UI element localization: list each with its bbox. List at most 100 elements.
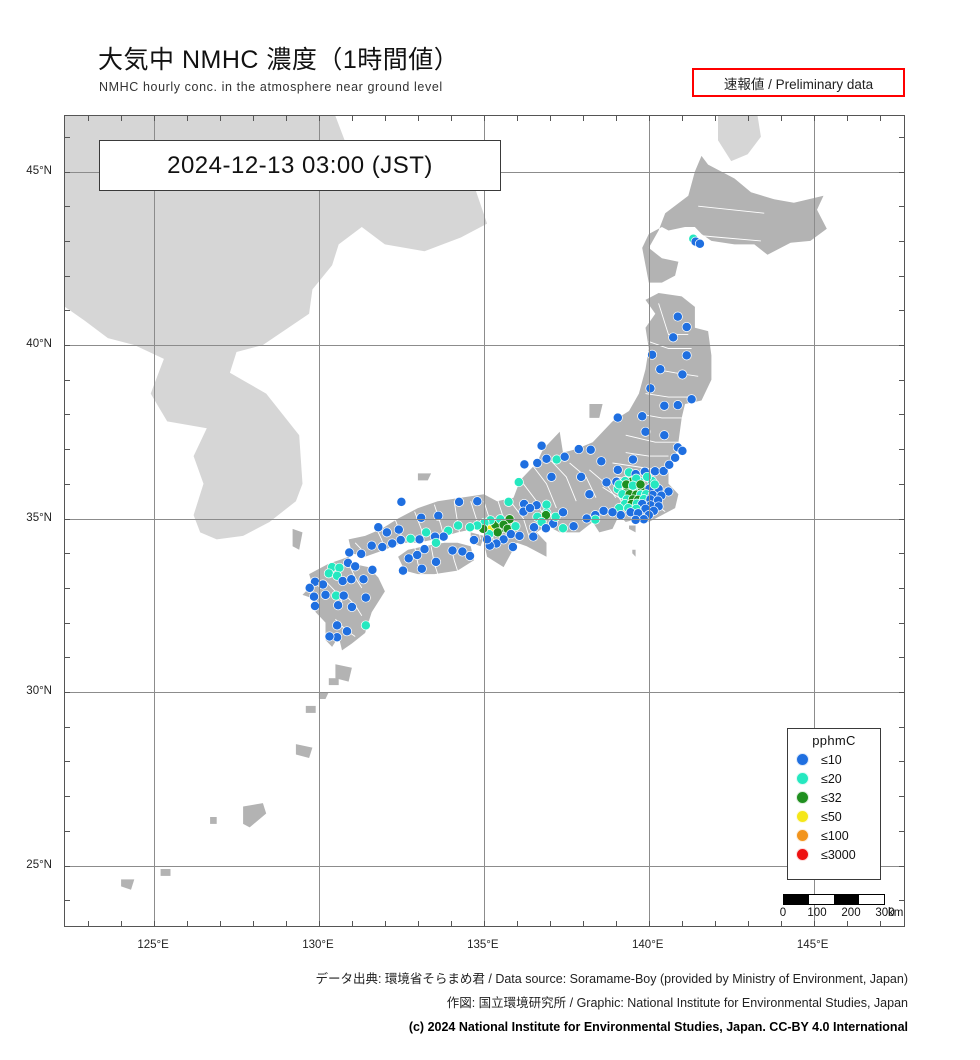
station-dot[interactable] bbox=[419, 544, 430, 555]
station-dot[interactable] bbox=[630, 514, 641, 525]
station-dot[interactable] bbox=[528, 531, 539, 542]
station-dot[interactable] bbox=[510, 521, 521, 532]
station-dot[interactable] bbox=[607, 507, 618, 518]
station-dot[interactable] bbox=[360, 592, 371, 603]
station-dot[interactable] bbox=[514, 530, 525, 541]
station-dot[interactable] bbox=[344, 547, 355, 558]
station-dot[interactable] bbox=[433, 510, 444, 521]
station-dot[interactable] bbox=[568, 521, 579, 532]
station-dot[interactable] bbox=[536, 440, 547, 451]
station-dot[interactable] bbox=[414, 534, 425, 545]
station-dot[interactable] bbox=[525, 503, 535, 514]
station-dot[interactable] bbox=[635, 479, 646, 490]
station-dot[interactable] bbox=[405, 533, 416, 544]
station-dot[interactable] bbox=[601, 477, 612, 488]
legend-item[interactable]: ≤10 bbox=[788, 750, 880, 769]
station-dot[interactable] bbox=[356, 548, 367, 559]
station-dot[interactable] bbox=[431, 556, 441, 567]
station-dot[interactable] bbox=[612, 464, 623, 475]
station-dot[interactable] bbox=[640, 426, 651, 437]
station-dot[interactable] bbox=[421, 527, 432, 538]
legend-item[interactable]: ≤100 bbox=[788, 826, 880, 845]
station-dot[interactable] bbox=[453, 520, 464, 531]
station-dot[interactable] bbox=[559, 451, 570, 462]
station-dot[interactable] bbox=[677, 445, 688, 456]
station-dot[interactable] bbox=[585, 444, 596, 455]
station-dot[interactable] bbox=[346, 574, 357, 585]
station-dot[interactable] bbox=[637, 411, 648, 422]
station-dot[interactable] bbox=[627, 454, 638, 465]
station-dot[interactable] bbox=[647, 349, 658, 360]
station-dot[interactable] bbox=[584, 489, 595, 500]
station-dot[interactable] bbox=[332, 620, 343, 631]
station-dot[interactable] bbox=[323, 568, 334, 579]
station-dot[interactable] bbox=[377, 542, 388, 552]
station-dot[interactable] bbox=[612, 412, 623, 423]
station-dot[interactable] bbox=[681, 322, 692, 332]
station-dot[interactable] bbox=[672, 311, 683, 322]
legend-item[interactable]: ≤20 bbox=[788, 769, 880, 788]
station-dot[interactable] bbox=[558, 523, 568, 534]
legend-item[interactable]: ≤3000 bbox=[788, 845, 880, 864]
station-dot[interactable] bbox=[366, 540, 377, 551]
station-dot[interactable] bbox=[581, 513, 592, 524]
station-dot[interactable] bbox=[465, 551, 475, 561]
station-dot[interactable] bbox=[532, 458, 543, 468]
station-dot[interactable] bbox=[672, 400, 683, 411]
station-dot[interactable] bbox=[540, 523, 551, 534]
legend-item[interactable]: ≤32 bbox=[788, 788, 880, 807]
station-dot[interactable] bbox=[393, 524, 404, 535]
legend-item[interactable]: ≤50 bbox=[788, 807, 880, 826]
station-dot[interactable] bbox=[320, 589, 331, 600]
map-plot-area[interactable]: 2024-12-13 03:00 (JST) pphmC ≤10 ≤20 ≤32 ≤5… bbox=[64, 115, 905, 927]
station-dot[interactable] bbox=[317, 579, 328, 590]
station-dot[interactable] bbox=[590, 514, 601, 525]
station-dot[interactable] bbox=[454, 496, 465, 507]
station-dot[interactable] bbox=[546, 471, 557, 482]
station-dot[interactable] bbox=[472, 496, 483, 507]
station-dot[interactable] bbox=[645, 383, 656, 394]
station-dot[interactable] bbox=[558, 507, 568, 518]
station-dot[interactable] bbox=[668, 332, 679, 343]
station-dot[interactable] bbox=[304, 582, 315, 593]
station-dot[interactable] bbox=[650, 466, 660, 477]
station-dot[interactable] bbox=[596, 456, 607, 467]
station-dot[interactable] bbox=[694, 238, 705, 249]
station-dot[interactable] bbox=[465, 522, 475, 533]
station-dot[interactable] bbox=[541, 499, 552, 510]
station-dot[interactable] bbox=[576, 471, 587, 482]
station-dot[interactable] bbox=[395, 535, 406, 545]
station-dot[interactable] bbox=[338, 590, 349, 601]
station-dot[interactable] bbox=[350, 561, 361, 572]
station-dot[interactable] bbox=[398, 565, 408, 576]
station-dot[interactable] bbox=[573, 444, 584, 455]
station-dot[interactable] bbox=[529, 522, 539, 533]
station-dot[interactable] bbox=[507, 542, 518, 552]
station-dot[interactable] bbox=[309, 591, 319, 602]
station-dot[interactable] bbox=[541, 453, 552, 464]
station-dot[interactable] bbox=[649, 479, 660, 490]
station-dot[interactable] bbox=[324, 631, 335, 642]
station-dot[interactable] bbox=[469, 535, 479, 545]
station-dot[interactable] bbox=[342, 626, 352, 637]
station-dot[interactable] bbox=[431, 537, 441, 548]
station-dot[interactable] bbox=[655, 364, 666, 375]
station-dot[interactable] bbox=[519, 459, 530, 470]
station-dot[interactable] bbox=[598, 505, 609, 516]
station-dot[interactable] bbox=[642, 471, 653, 482]
station-dot[interactable] bbox=[659, 430, 670, 441]
station-dot[interactable] bbox=[396, 496, 407, 507]
station-dot[interactable] bbox=[681, 350, 692, 361]
station-dot[interactable] bbox=[387, 538, 398, 549]
station-dot[interactable] bbox=[658, 466, 669, 476]
station-dot[interactable] bbox=[412, 550, 423, 560]
station-dot[interactable] bbox=[513, 477, 524, 488]
station-dot[interactable] bbox=[664, 459, 675, 470]
station-dot[interactable] bbox=[686, 394, 697, 405]
station-dot[interactable] bbox=[403, 553, 414, 564]
station-dot[interactable] bbox=[337, 576, 348, 586]
station-dot[interactable] bbox=[416, 563, 427, 574]
station-dot[interactable] bbox=[381, 527, 392, 538]
station-dot[interactable] bbox=[416, 512, 427, 523]
station-dot[interactable] bbox=[346, 602, 357, 612]
